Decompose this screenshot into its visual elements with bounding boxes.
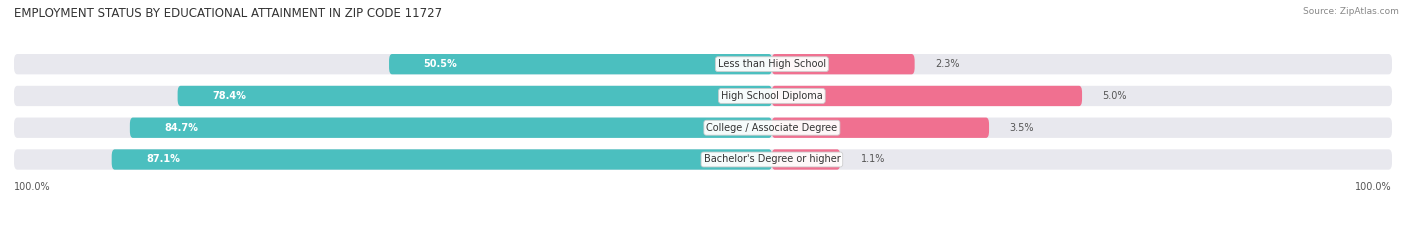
Text: Less than High School: Less than High School [718,59,825,69]
FancyBboxPatch shape [14,54,1392,74]
FancyBboxPatch shape [772,118,988,138]
FancyBboxPatch shape [14,149,1392,170]
FancyBboxPatch shape [14,118,1392,138]
Text: 78.4%: 78.4% [212,91,246,101]
Text: EMPLOYMENT STATUS BY EDUCATIONAL ATTAINMENT IN ZIP CODE 11727: EMPLOYMENT STATUS BY EDUCATIONAL ATTAINM… [14,7,441,20]
FancyBboxPatch shape [129,118,772,138]
Text: 50.5%: 50.5% [423,59,457,69]
Text: College / Associate Degree: College / Associate Degree [706,123,838,133]
FancyBboxPatch shape [772,54,915,74]
Text: High School Diploma: High School Diploma [721,91,823,101]
Text: 84.7%: 84.7% [165,123,198,133]
FancyBboxPatch shape [389,54,772,74]
Text: Bachelor's Degree or higher: Bachelor's Degree or higher [703,154,841,164]
Text: 100.0%: 100.0% [14,182,51,192]
FancyBboxPatch shape [111,149,772,170]
Text: 3.5%: 3.5% [1010,123,1033,133]
Text: 2.3%: 2.3% [935,59,960,69]
Text: 87.1%: 87.1% [146,154,180,164]
FancyBboxPatch shape [177,86,772,106]
Text: 1.1%: 1.1% [860,154,886,164]
Text: 100.0%: 100.0% [1355,182,1392,192]
FancyBboxPatch shape [772,149,841,170]
FancyBboxPatch shape [14,86,1392,106]
Text: 5.0%: 5.0% [1102,91,1128,101]
Text: Source: ZipAtlas.com: Source: ZipAtlas.com [1303,7,1399,16]
FancyBboxPatch shape [772,86,1083,106]
